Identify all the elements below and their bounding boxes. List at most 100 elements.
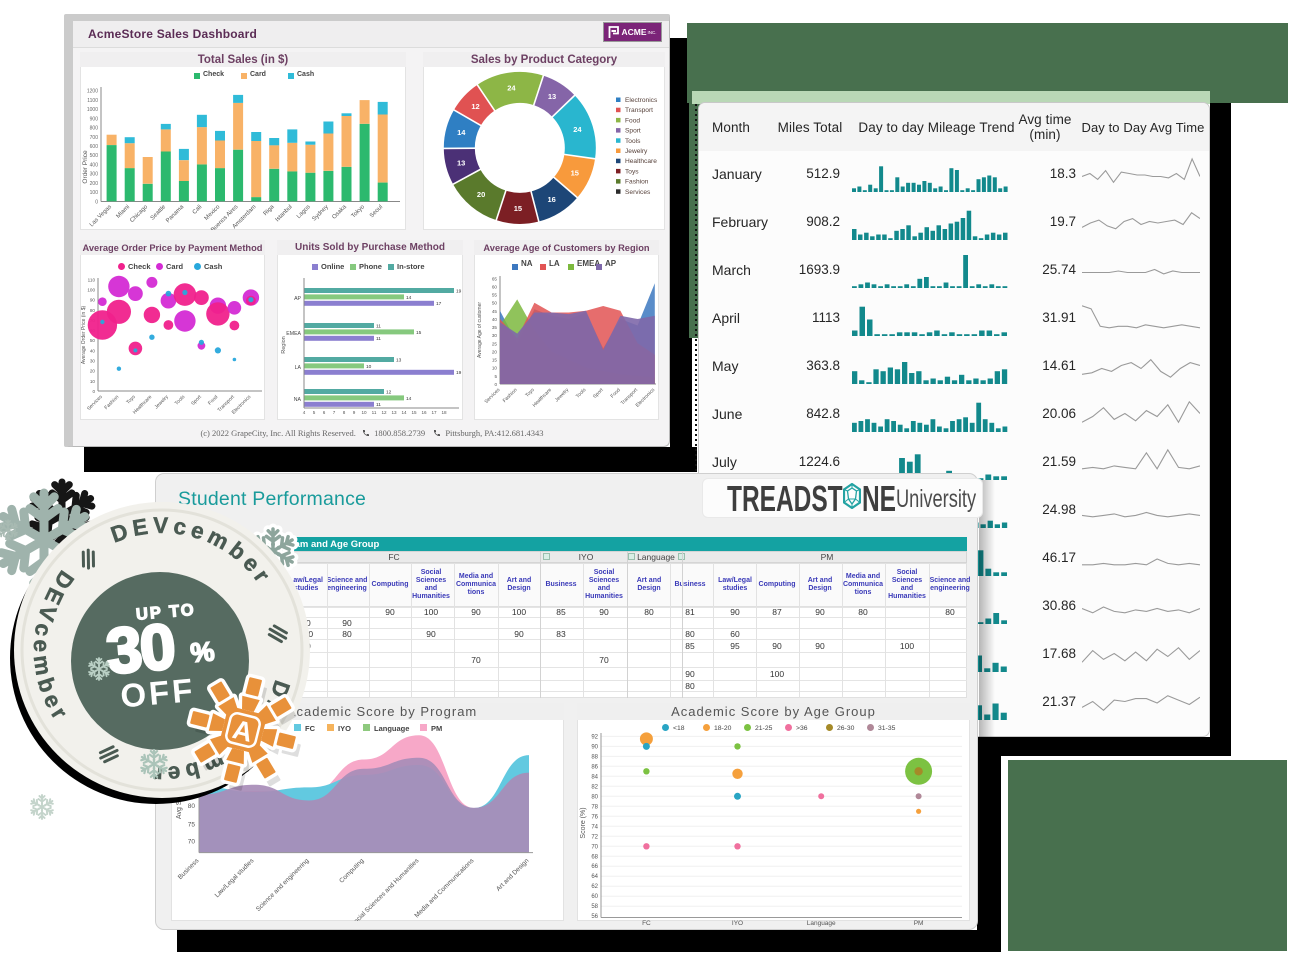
svg-text:OFF: OFF (119, 671, 197, 714)
svg-text:Language: Language (807, 920, 836, 927)
svg-text:Sport: Sport (625, 128, 641, 135)
svg-text:7: 7 (333, 410, 336, 415)
svg-text:Avg Score: Avg Score (176, 787, 183, 819)
svg-text:24: 24 (573, 125, 582, 134)
svg-text:Jewelry: Jewelry (625, 148, 648, 155)
svg-text:Electronics: Electronics (625, 97, 658, 104)
svg-text:6: 6 (323, 410, 326, 415)
svg-text:90: 90 (90, 298, 96, 303)
svg-text:1200: 1200 (87, 89, 98, 95)
svg-text:%: % (189, 636, 216, 668)
svg-text:Food: Food (625, 117, 640, 124)
svg-text:12: 12 (381, 410, 387, 415)
svg-text:13: 13 (548, 92, 556, 101)
svg-text:68: 68 (591, 854, 598, 860)
svg-text:Score (%): Score (%) (580, 807, 587, 838)
svg-text:50: 50 (492, 301, 498, 306)
svg-text:800: 800 (90, 126, 99, 132)
svg-text:13: 13 (457, 159, 465, 168)
svg-text:1000: 1000 (87, 107, 98, 113)
svg-text:58: 58 (591, 904, 598, 910)
svg-text:75: 75 (188, 822, 196, 829)
svg-text:Tools: Tools (625, 138, 641, 145)
svg-text:15: 15 (411, 410, 417, 415)
svg-text:10: 10 (492, 366, 498, 371)
svg-text:PM: PM (914, 920, 924, 927)
svg-text:60: 60 (492, 284, 498, 289)
svg-text:56: 56 (591, 914, 598, 920)
svg-text:19: 19 (456, 370, 462, 376)
svg-text:17: 17 (436, 301, 442, 307)
svg-text:900: 900 (90, 116, 99, 122)
svg-text:17: 17 (431, 410, 437, 415)
svg-text:300: 300 (90, 172, 99, 178)
svg-text:AP: AP (294, 296, 301, 302)
svg-text:70: 70 (591, 844, 598, 850)
svg-text:15: 15 (514, 204, 522, 213)
svg-text:Cali: Cali (192, 204, 204, 216)
svg-text:25: 25 (492, 341, 498, 346)
svg-text:100: 100 (87, 288, 95, 293)
svg-text:Fashion: Fashion (625, 179, 649, 186)
svg-text:15: 15 (416, 330, 422, 336)
svg-text:80: 80 (188, 803, 196, 810)
svg-text:78: 78 (591, 804, 598, 810)
svg-text:4: 4 (303, 410, 306, 415)
svg-text:16: 16 (548, 195, 556, 204)
svg-text:9: 9 (353, 410, 356, 415)
svg-text:62: 62 (591, 884, 598, 890)
svg-text:40: 40 (90, 348, 96, 353)
svg-text:90: 90 (591, 744, 598, 750)
svg-text:74: 74 (591, 824, 598, 830)
svg-text:Services: Services (625, 189, 651, 196)
svg-text:15: 15 (492, 358, 498, 363)
svg-text:LA: LA (295, 365, 302, 371)
svg-text:30: 30 (492, 333, 498, 338)
svg-text:Toys: Toys (625, 168, 639, 175)
svg-text:20: 20 (90, 369, 96, 374)
svg-text:66: 66 (591, 864, 598, 870)
svg-text:Toys: Toys (125, 394, 137, 406)
svg-text:13: 13 (391, 410, 397, 415)
svg-text:FC: FC (642, 920, 651, 927)
svg-text:14: 14 (401, 410, 407, 415)
svg-text:14: 14 (457, 128, 466, 137)
svg-text:70: 70 (188, 838, 196, 845)
svg-text:11: 11 (376, 402, 381, 408)
svg-text:11: 11 (376, 336, 381, 342)
svg-text:40: 40 (492, 317, 498, 322)
svg-text:35: 35 (492, 325, 498, 330)
svg-text:64: 64 (591, 874, 598, 880)
svg-text:Average Age of customer: Average Age of customer (477, 302, 483, 358)
svg-text:UP TO: UP TO (135, 601, 196, 624)
svg-text:0: 0 (494, 382, 497, 387)
svg-text:500: 500 (90, 153, 99, 159)
svg-text:11: 11 (372, 410, 377, 415)
svg-text:18: 18 (441, 410, 447, 415)
svg-text:400: 400 (90, 162, 99, 168)
svg-text:1100: 1100 (87, 98, 98, 104)
svg-text:16: 16 (421, 410, 427, 415)
svg-text:14: 14 (406, 396, 412, 402)
svg-text:IYO: IYO (732, 920, 743, 927)
svg-text:EMEA: EMEA (286, 331, 301, 337)
svg-text:86: 86 (591, 764, 598, 770)
svg-text:600: 600 (90, 144, 99, 150)
svg-text:5: 5 (494, 374, 497, 379)
svg-text:5: 5 (313, 410, 316, 415)
svg-text:92: 92 (591, 734, 598, 740)
svg-text:Average Order Price (in $): Average Order Price (in $) (81, 306, 87, 365)
svg-text:72: 72 (591, 834, 598, 840)
svg-text:80: 80 (591, 794, 598, 800)
svg-text:45: 45 (492, 309, 498, 314)
svg-text:19: 19 (456, 288, 462, 294)
svg-text:76: 76 (591, 814, 598, 820)
svg-text:10: 10 (90, 379, 96, 384)
svg-text:50: 50 (90, 338, 96, 343)
svg-text:12: 12 (471, 102, 479, 111)
svg-text:8: 8 (343, 410, 346, 415)
svg-text:11: 11 (376, 323, 381, 329)
svg-text:13: 13 (396, 357, 402, 363)
svg-text:88: 88 (591, 754, 598, 760)
svg-text:0: 0 (95, 199, 98, 205)
